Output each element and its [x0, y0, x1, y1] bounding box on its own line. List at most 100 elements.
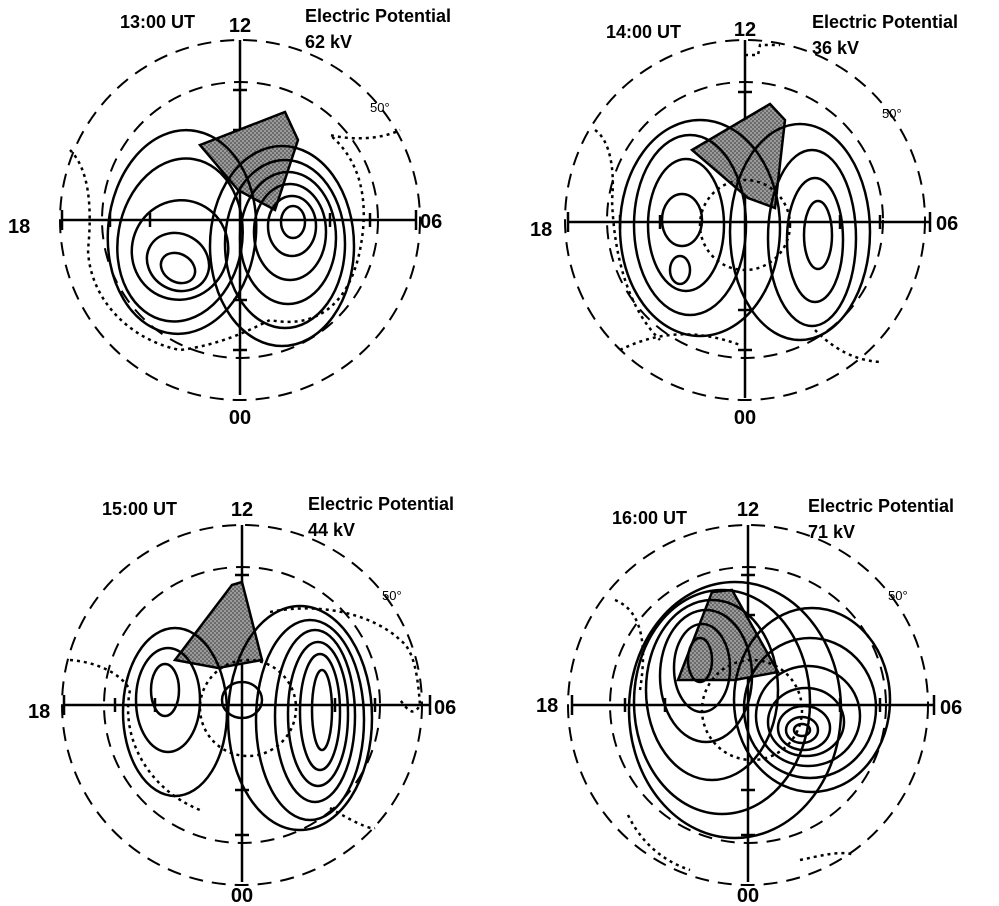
mlt-label-dawn: 06: [434, 697, 456, 719]
dusk-cell-contour: [130, 198, 230, 302]
panel-labels: 14:00 UT Electric Potential 36 kV 50° 12…: [530, 12, 958, 429]
dawn-cell-contour: [792, 722, 812, 738]
dusk-cell-contour: [686, 636, 714, 684]
inner-dashed-ring: [698, 178, 792, 272]
outer-latitude-circle: [59, 39, 421, 401]
dawn-cell-contour: [742, 636, 878, 780]
panel-1400ut: 14:00 UT Electric Potential 36 kV 50° 12…: [530, 12, 958, 429]
dotted-boundary: [594, 43, 881, 364]
panel-labels: 16:00 UT Electric Potential 71 kV 50° 12…: [536, 496, 962, 906]
latitude-label: 50°: [370, 100, 390, 115]
mlt-label-dawn: 06: [940, 697, 962, 719]
title-line1: Electric Potential: [812, 12, 958, 32]
zero-potential-boundary: [614, 598, 856, 872]
dawn-cell-contour: [802, 199, 834, 271]
mlt-label-dusk: 18: [28, 701, 50, 723]
panel-1600ut: 16:00 UT Electric Potential 71 kV 50° 12…: [536, 496, 962, 906]
dawn-cell-contour: [254, 618, 366, 822]
title-line1: Electric Potential: [308, 494, 454, 514]
dawn-cell-contour: [310, 668, 334, 752]
mlt-label-dusk: 18: [530, 219, 552, 241]
mlt-label-dusk: 18: [8, 216, 30, 238]
cusp-shaded-region: [689, 102, 787, 210]
dawn-cell-contour: [766, 686, 846, 758]
dusk-cell-contour: [632, 133, 748, 317]
dusk-cell-contour: [134, 646, 202, 754]
potential-contours: [627, 580, 892, 840]
mlt-label-dawn: 06: [936, 213, 958, 235]
dotted-boundary: [69, 607, 422, 830]
dusk-cell-contour: [106, 128, 258, 336]
dawn-cell-contour: [252, 182, 328, 282]
dawn-cell-contour: [266, 194, 318, 258]
mlt-axes: [570, 525, 936, 882]
mlt-axes: [566, 40, 932, 398]
dawn-cell-contour: [238, 170, 338, 306]
dawn-cell-contour: [279, 204, 307, 240]
potential-contours: [618, 118, 872, 342]
dotted-boundary: [614, 598, 856, 872]
dawn-cell-contour: [754, 664, 862, 768]
dusk-cell-contour: [159, 251, 197, 285]
panel-labels: 15:00 UT Electric Potential 44 kV 50° 12…: [28, 494, 456, 906]
dawn-cell-contour: [223, 158, 347, 330]
mlt-label-noon: 12: [737, 499, 759, 521]
mlt-axes: [60, 40, 418, 395]
mlt-label-midnight: 00: [737, 885, 759, 906]
title-line2: 71 kV: [808, 522, 855, 542]
latitude-label: 50°: [888, 588, 908, 603]
panel-1300ut: 13:00 UT Electric Potential 62 kV 50° 12…: [8, 6, 451, 429]
dusk-cell-contour: [121, 626, 229, 798]
title-line2: 62 kV: [305, 32, 352, 52]
potential-contours: [106, 128, 356, 348]
cusp-shaded-region: [197, 110, 300, 212]
dusk-cell-contour: [632, 588, 812, 816]
time-label: 14:00 UT: [606, 22, 681, 42]
dawn-cell-contour: [766, 148, 858, 328]
dawn-cell-contour: [273, 628, 357, 804]
dawn-cell-contour: [784, 715, 820, 745]
panel-labels: 13:00 UT Electric Potential 62 kV 50° 12…: [8, 6, 451, 429]
zero-potential-boundary: [594, 43, 881, 364]
dusk-cell-contour: [668, 254, 692, 286]
cusp-shaded-region: [676, 588, 780, 682]
title-line2: 36 kV: [812, 38, 859, 58]
dusk-cell-contour: [646, 157, 726, 293]
dawn-cell-contour: [286, 640, 350, 788]
mlt-label-dawn: 06: [420, 211, 442, 233]
dawn-cell-contour: [732, 606, 892, 794]
dusk-cell-contour: [644, 598, 780, 782]
panel-1500ut: 15:00 UT Electric Potential 44 kV 50° 12…: [28, 494, 456, 906]
dusk-cell-contour: [149, 662, 181, 718]
dusk-cell-contour: [145, 231, 211, 293]
outer-latitude-circle: [564, 39, 926, 401]
inner-dashed-ring: [198, 658, 298, 758]
mlt-label-midnight: 00: [229, 407, 251, 429]
dusk-cell-contour: [618, 118, 782, 338]
dawn-cell-contour: [208, 144, 356, 348]
time-label: 13:00 UT: [120, 12, 195, 32]
mlt-label-midnight: 00: [231, 885, 253, 906]
mlt-label-midnight: 00: [734, 407, 756, 429]
mlt-label-noon: 12: [734, 19, 756, 41]
mlt-label-dusk: 18: [536, 695, 558, 717]
title-line1: Electric Potential: [808, 496, 954, 516]
dusk-cell-contour: [660, 192, 704, 248]
dawn-cell-contour: [776, 704, 832, 752]
inner-dashed-ring: [700, 658, 804, 762]
time-label: 15:00 UT: [102, 499, 177, 519]
dawn-cell-contour: [298, 652, 342, 772]
potential-contours: [121, 604, 374, 832]
title-line1: Electric Potential: [305, 6, 451, 26]
latitude-label: 50°: [382, 588, 402, 603]
mlt-label-noon: 12: [229, 15, 251, 37]
dawn-cell-contour: [226, 604, 374, 832]
title-line2: 44 kV: [308, 520, 355, 540]
dawn-cell-contour: [728, 122, 872, 342]
dawn-cell-contour: [785, 176, 845, 304]
center-cell-contour: [220, 680, 264, 720]
latitude-label: 50°: [882, 106, 902, 121]
time-label: 16:00 UT: [612, 508, 687, 528]
